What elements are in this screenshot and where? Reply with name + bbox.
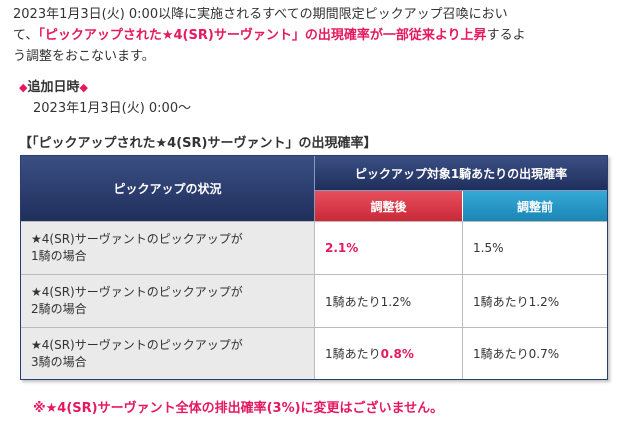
footnote: ※★4(SR)サーヴァント全体の排出確率(3%)に変更はございません。 — [33, 401, 444, 416]
diamond-icon: ◆ — [19, 81, 28, 94]
row-2-label: ★4(SR)サーヴァントのピックアップが 2騎の場合 — [21, 274, 315, 327]
row-3-label: ★4(SR)サーヴァントのピックアップが 3騎の場合 — [21, 327, 315, 379]
row-1-label: ★4(SR)サーヴァントのピックアップが 1騎の場合 — [21, 221, 315, 274]
header-before: 調整前 — [463, 191, 607, 221]
intro-highlight: 「ピックアップされた★4(SR)サーヴァント」の出現確率が一部従来より上昇 — [38, 28, 487, 43]
row-3-label-line-1: ★4(SR)サーヴァントのピックアップが — [31, 337, 243, 352]
intro-line-2: て、「ピックアップされた★4(SR)サーヴァント」の出現確率が一部従来より上昇す… — [13, 25, 613, 46]
row-1-before: 1.5% — [463, 221, 607, 274]
added-date-heading: ◆追加日時◆ — [19, 76, 88, 95]
row-3-label-line-2: 3騎の場合 — [31, 354, 87, 369]
header-after: 調整後 — [315, 191, 463, 221]
intro-line-1: 2023年1月3日(火) 0:00以降に実施されるすべての期間限定ピックアップ召… — [13, 7, 508, 22]
row-1-after-value: 2.1% — [325, 241, 359, 255]
header-rate: ピックアップ対象1騎あたりの出現確率 — [315, 156, 607, 191]
row-3-after: 1騎あたり 0.8% — [315, 327, 463, 379]
diamond-icon: ◆ — [79, 81, 88, 94]
table-title: 【「ピックアップされた★4(SR)サーヴァント」の出現確率】 — [19, 136, 377, 151]
added-date-value: 2023年1月3日(火) 0:00～ — [33, 101, 192, 116]
row-1-label-line-1: ★4(SR)サーヴァントのピックアップが — [31, 232, 243, 246]
row-2-before: 1騎あたり1.2% — [463, 274, 607, 327]
row-3-after-prefix: 1騎あたり — [325, 347, 381, 361]
row-1-after: 2.1% — [315, 221, 463, 274]
added-date-label: 追加日時 — [27, 80, 80, 95]
intro-line-2-pre: て、 — [13, 28, 39, 43]
row-1-label-line-2: 1騎の場合 — [31, 249, 87, 263]
header-status: ピックアップの状況 — [21, 156, 315, 221]
intro-paragraph: 2023年1月3日(火) 0:00以降に実施されるすべての期間限定ピックアップ召… — [13, 4, 613, 67]
row-2-label-line-1: ★4(SR)サーヴァントのピックアップが — [31, 285, 243, 299]
row-2-after: 1騎あたり1.2% — [315, 274, 463, 327]
intro-line-2-post: するよ — [486, 28, 526, 43]
row-3-after-value: 0.8% — [380, 346, 414, 361]
rate-table: ピックアップの状況 ピックアップ対象1騎あたりの出現確率 調整後 調整前 ★4(… — [20, 155, 608, 380]
row-2-label-line-2: 2騎の場合 — [31, 302, 87, 316]
intro-line-3: う調整をおこないます。 — [13, 49, 155, 64]
row-3-before: 1騎あたり0.7% — [463, 327, 607, 379]
row-2-after-prefix: 1騎あたり1.2% — [325, 294, 412, 309]
